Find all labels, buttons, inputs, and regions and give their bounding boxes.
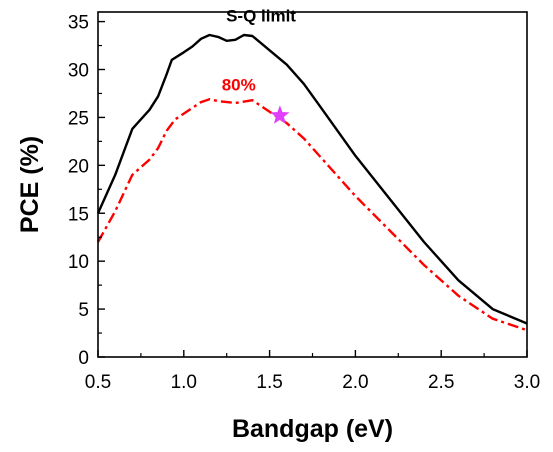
x-tick-label: 3.0 — [514, 372, 540, 393]
x-tick-label: 2.0 — [342, 372, 368, 393]
y-tick-label: 35 — [68, 13, 89, 34]
x-axis-title: Bandgap (eV) — [232, 415, 393, 443]
annotation-80-percent: 80% — [222, 76, 256, 95]
x-tick-label: 1.5 — [256, 372, 282, 393]
y-axis-title: PCE (%) — [16, 136, 44, 233]
star-marker — [270, 105, 290, 124]
y-tick-label: 15 — [68, 204, 89, 225]
plot-curves — [96, 33, 528, 332]
y-tick-label: 10 — [68, 252, 89, 273]
annotation-sq-limit: S-Q limit — [226, 7, 296, 26]
y-tick-label: 30 — [68, 61, 89, 82]
x-tick-label: 2.5 — [428, 372, 454, 393]
y-tick-label: 20 — [68, 156, 89, 177]
y-tick-label: 25 — [68, 108, 89, 129]
y-tick-label: 0 — [78, 348, 89, 369]
axis-ticks — [97, 20, 528, 358]
series-line-1 — [96, 98, 528, 332]
x-tick-label: 1.0 — [171, 372, 197, 393]
x-tick-label: 0.5 — [85, 372, 111, 393]
plot-frame — [97, 11, 528, 358]
axis-tick-labels: 0.5 1.0 1.5 2.0 2.5 3.0 0 5 10 15 20 25 30 35 — [68, 13, 540, 393]
plot-markers — [270, 105, 290, 124]
series-line-0 — [96, 33, 528, 325]
y-tick-label: 5 — [78, 300, 89, 321]
